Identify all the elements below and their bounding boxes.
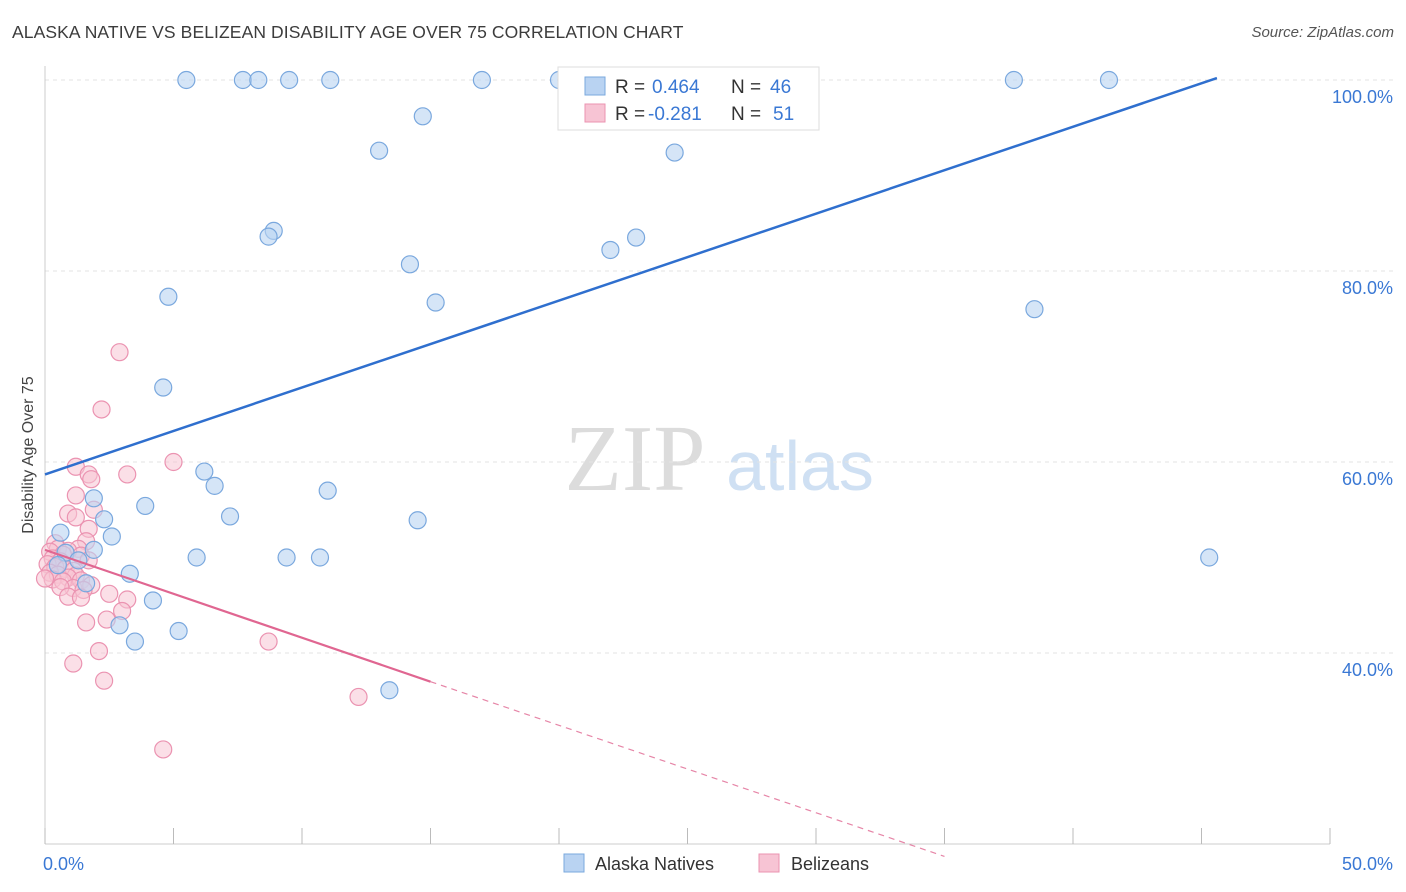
- alaska-natives-point: [626, 228, 646, 247]
- axis-ticks: [44, 828, 1331, 844]
- alaska-natives-point: [143, 591, 163, 610]
- legend-swatch-pink: [584, 103, 606, 123]
- alaska-natives-point: [413, 107, 432, 126]
- alaska-natives-point: [277, 548, 296, 567]
- alaska-natives-point: [169, 621, 188, 641]
- belizeans-trend-extension: [430, 681, 945, 857]
- alaska-natives-point: [84, 489, 103, 508]
- x-tick-label: 0.0%: [43, 854, 84, 874]
- alaska-natives-point: [249, 70, 268, 90]
- alaska-natives-point: [51, 523, 70, 542]
- alaska-natives-point: [159, 287, 178, 306]
- alaska-natives-point: [195, 462, 214, 481]
- bottom-legend-swatch-blue: [563, 853, 585, 873]
- alaska-natives-point: [205, 476, 224, 495]
- legend-swatch-blue: [584, 76, 606, 96]
- alaska-natives-point: [1200, 548, 1219, 567]
- chart-title: ALASKA NATIVE VS BELIZEAN DISABILITY AGE…: [12, 22, 684, 42]
- belizeans-point: [35, 569, 55, 588]
- alaska-natives-point: [187, 548, 206, 567]
- belizeans-point: [259, 632, 278, 651]
- legend-n-value-2: 51: [773, 104, 794, 125]
- belizeans-point: [92, 400, 111, 419]
- y-axis-label: Disability Age Over 75: [20, 376, 37, 534]
- alaska-natives-point: [125, 632, 145, 651]
- alaska-natives-point: [77, 574, 96, 593]
- y-tick-label: 60.0%: [1342, 469, 1393, 489]
- belizeans-point: [66, 486, 85, 505]
- alaska-natives-point: [1025, 300, 1044, 319]
- alaska-natives-point: [48, 556, 67, 575]
- belizeans-point: [95, 671, 114, 690]
- belizeans-point: [154, 740, 173, 759]
- alaska-natives-point: [310, 548, 330, 567]
- alaska-natives-point: [220, 507, 240, 526]
- watermark-atlas: atlas: [726, 427, 874, 505]
- legend-n-label-2: N =: [731, 104, 761, 125]
- belizeans-point: [82, 470, 101, 489]
- alaska-natives-point: [136, 496, 155, 516]
- belizeans-trend-line: [44, 548, 431, 683]
- alaska-natives-point: [408, 511, 427, 530]
- legend-r-label-1: R =: [615, 77, 645, 98]
- belizeans-point: [349, 687, 368, 707]
- alaska-natives-points: [48, 70, 1219, 700]
- y-tick-label: 80.0%: [1342, 278, 1393, 298]
- belizeans-point: [89, 641, 109, 661]
- legend-r-label-2: R =: [615, 104, 645, 125]
- alaska-natives-point: [102, 527, 121, 546]
- series-legend: Alaska Natives Belizeans: [563, 853, 869, 874]
- belizeans-point: [100, 584, 119, 603]
- bottom-legend-belizeans: Belizeans: [791, 854, 869, 874]
- grid-lines: [45, 79, 1395, 654]
- legend-r-value-2: -0.281: [648, 104, 702, 125]
- legend-r-value-1: 0.464: [652, 77, 700, 98]
- alaska-natives-point: [601, 240, 620, 260]
- trend-lines: [44, 76, 1218, 857]
- alaska-natives-point: [95, 510, 114, 529]
- y-tick-labels: 40.0% 60.0% 80.0% 100.0%: [1332, 87, 1393, 680]
- bottom-legend-swatch-pink: [758, 853, 780, 873]
- belizeans-point: [110, 343, 129, 362]
- alaska-natives-point: [1004, 70, 1023, 90]
- alaska-natives-trend-line: [44, 76, 1218, 476]
- alaska-natives-point: [280, 70, 299, 90]
- belizeans-point: [164, 452, 183, 472]
- alaska-natives-point: [321, 70, 340, 90]
- bottom-legend-alaska-natives: Alaska Natives: [595, 854, 714, 874]
- alaska-natives-point: [400, 255, 420, 274]
- alaska-natives-point: [233, 70, 252, 90]
- legend-n-label-1: N =: [731, 77, 761, 98]
- belizeans-point: [118, 465, 137, 484]
- x-tick-label: 50.0%: [1342, 854, 1393, 874]
- y-tick-label: 40.0%: [1342, 660, 1393, 680]
- alaska-natives-point: [370, 141, 389, 160]
- alaska-natives-point: [380, 681, 399, 700]
- alaska-natives-point: [426, 293, 445, 312]
- legend-n-value-1: 46: [770, 77, 791, 98]
- alaska-natives-point: [154, 378, 173, 397]
- y-tick-label: 100.0%: [1332, 87, 1393, 107]
- alaska-natives-point: [1099, 70, 1119, 90]
- belizeans-point: [77, 613, 96, 632]
- alaska-natives-point: [177, 70, 196, 90]
- alaska-natives-point: [84, 540, 103, 559]
- correlation-legend: R = 0.464 N = 46 R = -0.281 N = 51: [557, 66, 820, 131]
- alaska-natives-point: [472, 70, 491, 90]
- belizeans-point: [64, 654, 83, 673]
- alaska-natives-point: [259, 227, 278, 246]
- alaska-natives-point: [665, 143, 684, 162]
- alaska-natives-point: [318, 481, 337, 500]
- belizeans-point: [66, 508, 85, 527]
- alaska-natives-point: [110, 616, 129, 635]
- watermark-zip: ZIP: [565, 407, 706, 511]
- source-credit: Source: ZipAtlas.com: [1251, 24, 1394, 41]
- x-tick-labels: 0.0% 50.0%: [43, 854, 1393, 874]
